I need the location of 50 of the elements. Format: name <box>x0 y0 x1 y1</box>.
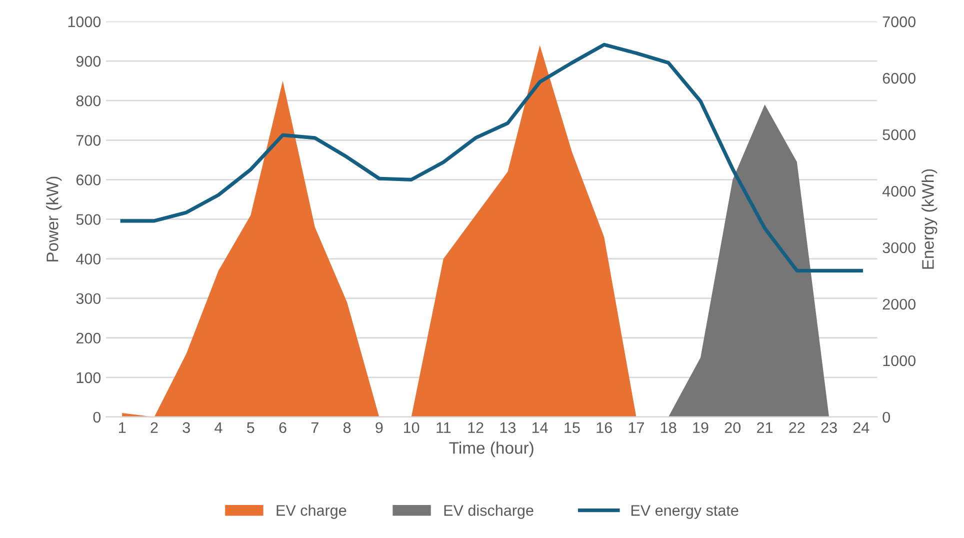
x-tick-label: 3 <box>182 422 190 434</box>
x-tick-label: 19 <box>693 422 708 434</box>
y2-tick-label: 4000 <box>882 186 916 197</box>
x-tick-label: 15 <box>564 422 580 434</box>
x-tick-label: 9 <box>376 422 383 434</box>
y2-tick-label: 2000 <box>882 298 916 310</box>
y-tick-label: 400 <box>76 254 101 264</box>
x-tick-label: 20 <box>724 422 741 434</box>
y-tick-label: 200 <box>76 332 101 344</box>
x-tick-label: 22 <box>789 422 805 433</box>
y-tick-label: 100 <box>76 372 101 384</box>
y2-tick-label: 6000 <box>882 72 916 84</box>
x-tick-label: 2 <box>150 422 158 433</box>
x-tick-label: 7 <box>311 422 318 433</box>
y-tick-label: 0 <box>93 412 101 423</box>
x-tick-label: 5 <box>247 422 254 434</box>
y-tick-label: 300 <box>76 293 101 304</box>
x-tick-label: 23 <box>821 422 837 434</box>
x-tick-label: 13 <box>500 422 516 434</box>
x-tick-label: 18 <box>661 422 676 434</box>
y2-tick-label: 7000 <box>882 16 916 28</box>
x-tick-label: 6 <box>279 422 286 434</box>
y-tick-label: 700 <box>76 135 101 146</box>
x-tick-label: 1 <box>119 422 126 433</box>
y2-tick-label: 1000 <box>883 355 916 366</box>
x-tick-label: 11 <box>436 422 451 433</box>
y2-tick-label: 3000 <box>882 242 916 254</box>
y2-tick-label: 5000 <box>882 129 916 140</box>
x-tick-label: 12 <box>468 422 484 433</box>
x-tick-label: 8 <box>343 422 351 434</box>
y-tick-label: 800 <box>76 95 101 106</box>
x-tick-label: 10 <box>404 422 420 434</box>
legend-label: EV discharge <box>444 504 534 519</box>
legend-label: EV charge <box>276 504 346 519</box>
y2-axis-title: Energy (kWh) <box>922 169 938 269</box>
line-series <box>120 42 863 272</box>
y-tick-label: 900 <box>76 56 101 67</box>
x-tick-label: 16 <box>596 422 612 434</box>
x-tick-label: 21 <box>757 422 773 433</box>
x-tick-label: 17 <box>628 422 644 433</box>
legend-label: EV energy state <box>631 505 738 519</box>
y-tick-label: 1000 <box>68 16 101 28</box>
y-axis-title: Power (kW) <box>46 176 62 262</box>
x-tick-label: 24 <box>853 422 870 433</box>
x-tick-label: 4 <box>214 422 222 433</box>
x-tick-label: 14 <box>532 422 548 433</box>
y-tick-label: 600 <box>76 174 101 186</box>
y2-tick-label: 0 <box>882 412 890 423</box>
x-axis-title: Time (hour) <box>449 442 534 458</box>
y-tick-label: 500 <box>76 214 101 225</box>
